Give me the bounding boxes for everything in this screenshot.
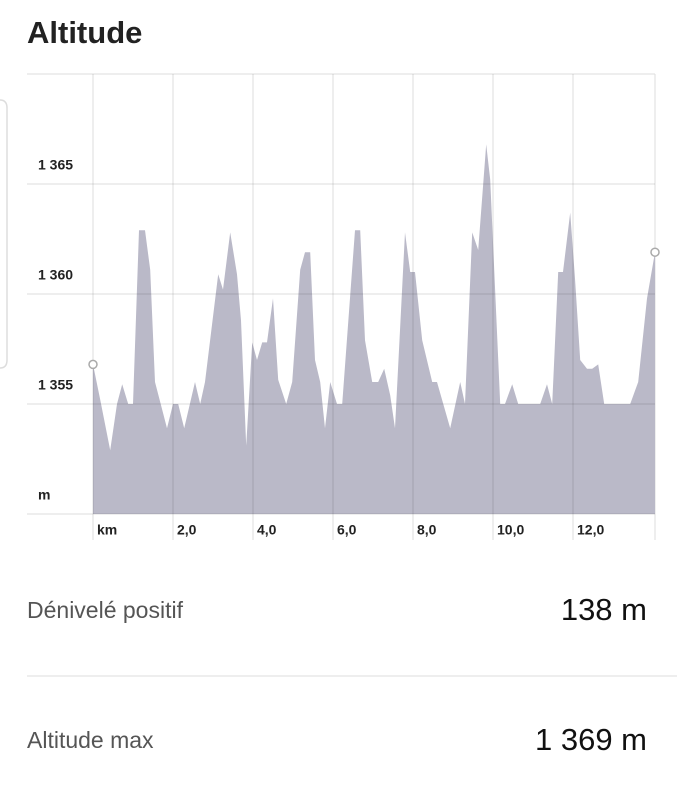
y-tick-label: 1 355 — [38, 377, 73, 393]
stat-value: 138 m — [561, 592, 647, 627]
endpoint-marker — [650, 247, 660, 257]
x-tick-label: 6,0 — [337, 522, 357, 538]
x-tick-label: 12,0 — [577, 522, 604, 538]
altitude-area — [93, 144, 655, 514]
stat-value: 1 369 m — [535, 722, 647, 757]
endpoint-marker — [88, 359, 98, 370]
stat-label: Altitude max — [27, 727, 154, 753]
x-tick-label: km — [97, 522, 117, 538]
y-tick-label: m — [38, 487, 50, 503]
stat-label: Dénivelé positif — [27, 597, 184, 623]
x-tick-label: 2,0 — [177, 522, 197, 538]
x-tick-label: 10,0 — [497, 522, 524, 538]
chart-title: Altitude — [27, 15, 142, 50]
x-tick-label: 8,0 — [417, 522, 437, 538]
y-tick-label: 1 360 — [38, 267, 73, 283]
x-tick-label: 4,0 — [257, 522, 277, 538]
y-tick-label: 1 365 — [38, 157, 73, 173]
side-panel-edge — [0, 99, 8, 369]
